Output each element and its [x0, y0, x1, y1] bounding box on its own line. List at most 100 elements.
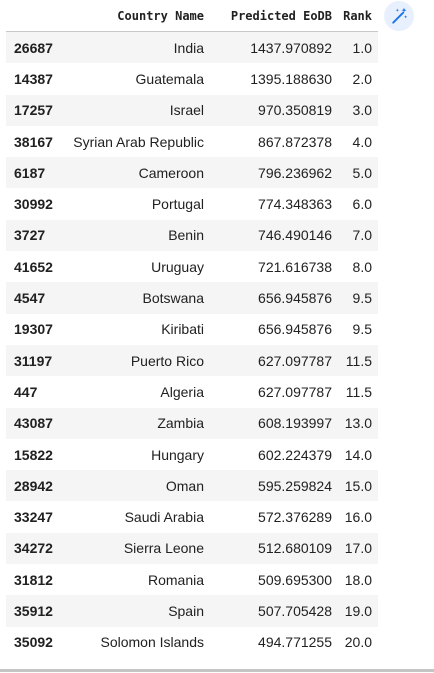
rank-cell: 15.0: [338, 470, 378, 502]
magic-wand-icon: [392, 7, 408, 24]
table-row: 31812 Romania 509.695300 18.0: [6, 564, 378, 596]
rank-cell: 9.5: [338, 282, 378, 314]
table-row: 3727 Benin 746.490146 7.0: [6, 219, 378, 252]
row-index-cell: 34272: [6, 532, 60, 565]
predicted-eodb-cell: 512.680109: [210, 532, 338, 565]
country-name-cell: Israel: [60, 94, 210, 126]
row-index-cell: 30992: [6, 188, 60, 220]
country-name-cell: Solomon Islands: [60, 626, 210, 658]
country-name-cell: Puerto Rico: [60, 344, 210, 377]
row-index-cell: 14387: [6, 63, 60, 95]
row-index-cell: 15822: [6, 438, 60, 471]
header-predicted-eodb: Predicted EoDB: [210, 0, 338, 32]
row-index-cell: 17257: [6, 94, 60, 126]
predicted-eodb-cell: 507.705428: [210, 595, 338, 627]
row-index-cell: 43087: [6, 407, 60, 439]
predicted-eodb-cell: 656.945876: [210, 282, 338, 314]
row-index-cell: 35912: [6, 595, 60, 627]
country-name-cell: Zambia: [60, 407, 210, 439]
header-country-name: Country Name: [60, 0, 210, 32]
rank-cell: 17.0: [338, 532, 378, 565]
rank-cell: 19.0: [338, 595, 378, 627]
rank-cell: 7.0: [338, 219, 378, 252]
predicted-eodb-cell: 602.224379: [210, 438, 338, 471]
rank-cell: 18.0: [338, 564, 378, 596]
rank-cell: 4.0: [338, 125, 378, 158]
table-row: 447 Algeria 627.097787 11.5: [6, 376, 378, 408]
table-row: 6187 Cameroon 796.236962 5.0: [6, 157, 378, 189]
table-row: 38167 Syrian Arab Republic 867.872378 4.0: [6, 125, 378, 158]
row-index-cell: 19307: [6, 313, 60, 345]
table-row: 28942 Oman 595.259824 15.0: [6, 470, 378, 502]
country-name-cell: Romania: [60, 564, 210, 596]
cell-bottom-divider: [0, 669, 434, 672]
predicted-eodb-cell: 721.616738: [210, 251, 338, 283]
rank-cell: 16.0: [338, 501, 378, 533]
table-row: 31197 Puerto Rico 627.097787 11.5: [6, 344, 378, 377]
table-row: 30992 Portugal 774.348363 6.0: [6, 188, 378, 220]
row-index-cell: 26687: [6, 31, 60, 64]
predicted-eodb-cell: 572.376289: [210, 501, 338, 533]
table-row: 14387 Guatemala 1395.188630 2.0: [6, 63, 378, 95]
header-rank: Rank: [338, 0, 378, 32]
table-row: 19307 Kiribati 656.945876 9.5: [6, 313, 378, 345]
header-row: Country Name Predicted EoDB Rank: [6, 0, 378, 32]
rank-cell: 6.0: [338, 188, 378, 220]
table-row: 17257 Israel 970.350819 3.0: [6, 94, 378, 126]
table-body: 26687 India 1437.970892 1.0 14387 Guatemala 13…: [6, 31, 378, 658]
country-name-cell: Portugal: [60, 188, 210, 220]
table-row: 33247 Saudi Arabia 572.376289 16.0: [6, 501, 378, 533]
row-index-cell: 41652: [6, 251, 60, 283]
predicted-eodb-cell: 746.490146: [210, 219, 338, 252]
country-name-cell: India: [60, 31, 210, 64]
country-name-cell: Uruguay: [60, 251, 210, 283]
row-index-cell: 38167: [6, 125, 60, 158]
table-row: 35092 Solomon Islands 494.771255 20.0: [6, 626, 378, 658]
header-index: [6, 0, 60, 32]
table-row: 35912 Spain 507.705428 19.0: [6, 595, 378, 627]
table-row: 15822 Hungary 602.224379 14.0: [6, 438, 378, 471]
country-name-cell: Cameroon: [60, 157, 210, 189]
predicted-eodb-cell: 509.695300: [210, 564, 338, 596]
rank-cell: 13.0: [338, 407, 378, 439]
predicted-eodb-cell: 656.945876: [210, 313, 338, 345]
country-name-cell: Sierra Leone: [60, 532, 210, 565]
country-name-cell: Botswana: [60, 282, 210, 314]
row-index-cell: 447: [6, 376, 60, 408]
predicted-eodb-cell: 627.097787: [210, 344, 338, 377]
predicted-eodb-cell: 970.350819: [210, 94, 338, 126]
rank-cell: 5.0: [338, 157, 378, 189]
country-name-cell: Spain: [60, 595, 210, 627]
row-index-cell: 31197: [6, 344, 60, 377]
rank-cell: 3.0: [338, 94, 378, 126]
country-name-cell: Guatemala: [60, 63, 210, 95]
table-row: 41652 Uruguay 721.616738 8.0: [6, 251, 378, 283]
table-header: Country Name Predicted EoDB Rank: [6, 0, 378, 32]
row-index-cell: 3727: [6, 219, 60, 252]
predicted-eodb-cell: 774.348363: [210, 188, 338, 220]
predicted-eodb-cell: 1437.970892: [210, 31, 338, 64]
country-name-cell: Syrian Arab Republic: [60, 125, 210, 158]
predicted-eodb-cell: 627.097787: [210, 376, 338, 408]
table-row: 4547 Botswana 656.945876 9.5: [6, 282, 378, 314]
country-name-cell: Hungary: [60, 438, 210, 471]
row-index-cell: 35092: [6, 626, 60, 658]
magic-suggest-button[interactable]: [384, 1, 414, 31]
predicted-eodb-cell: 595.259824: [210, 470, 338, 502]
table-row: 34272 Sierra Leone 512.680109 17.0: [6, 532, 378, 565]
predicted-eodb-cell: 1395.188630: [210, 63, 338, 95]
country-name-cell: Oman: [60, 470, 210, 502]
predicted-eodb-cell: 867.872378: [210, 125, 338, 158]
country-name-cell: Benin: [60, 219, 210, 252]
row-index-cell: 6187: [6, 157, 60, 189]
row-index-cell: 28942: [6, 470, 60, 502]
dataframe-table: Country Name Predicted EoDB Rank 26687 In…: [6, 0, 378, 658]
row-index-cell: 33247: [6, 501, 60, 533]
predicted-eodb-cell: 608.193997: [210, 407, 338, 439]
country-name-cell: Saudi Arabia: [60, 501, 210, 533]
rank-cell: 20.0: [338, 626, 378, 658]
rank-cell: 2.0: [338, 63, 378, 95]
row-index-cell: 31812: [6, 564, 60, 596]
rank-cell: 11.5: [338, 376, 378, 408]
